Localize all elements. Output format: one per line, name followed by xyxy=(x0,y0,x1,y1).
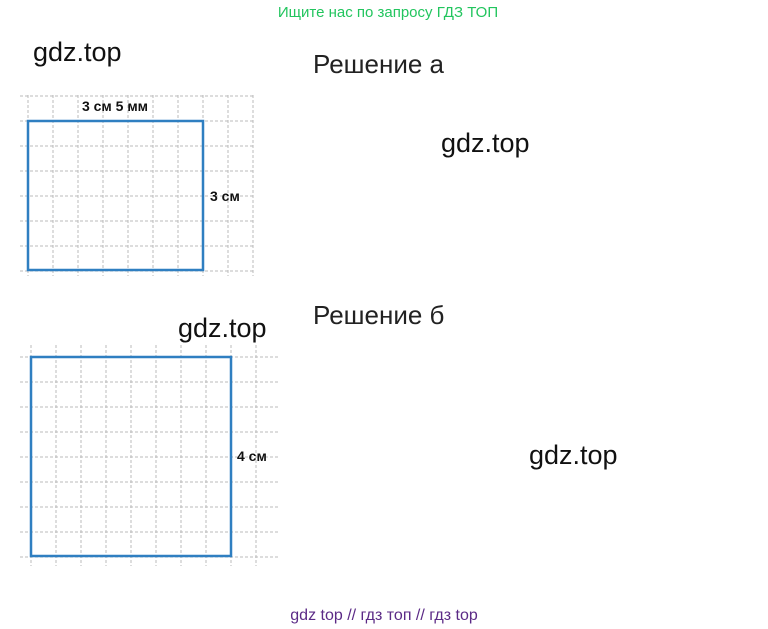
rectangle-b xyxy=(29,355,233,558)
watermark: gdz.top xyxy=(33,37,122,67)
grid xyxy=(20,95,255,276)
solution-title: Решение а xyxy=(313,49,445,79)
height-label: 3 см xyxy=(210,188,240,204)
watermark: gdz.top xyxy=(529,440,618,470)
solution-title: Решение б xyxy=(313,300,444,330)
grid xyxy=(20,345,280,566)
watermark: gdz.top xyxy=(178,313,267,343)
width-label: 3 см 5 мм xyxy=(82,98,148,114)
rectangle-a xyxy=(26,119,205,272)
height-label: 4 см xyxy=(237,448,267,464)
header-text: Ищите нас по запросу ГДЗ ТОП xyxy=(278,4,498,21)
footer-text: gdz top // гдз топ // гдз top xyxy=(290,607,478,624)
watermark: gdz.top xyxy=(441,128,530,158)
